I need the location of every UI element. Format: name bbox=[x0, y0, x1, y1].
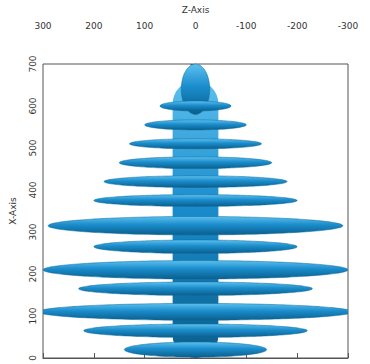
svg-text:100: 100 bbox=[136, 21, 153, 31]
svg-text:200: 200 bbox=[85, 21, 102, 31]
svg-text:200: 200 bbox=[28, 265, 38, 282]
svg-text:0: 0 bbox=[28, 355, 38, 361]
svg-text:700: 700 bbox=[28, 55, 38, 72]
svg-text:300: 300 bbox=[28, 223, 38, 240]
svg-text:X-Axis: X-Axis bbox=[8, 197, 18, 225]
svg-text:-300: -300 bbox=[338, 21, 359, 31]
svg-text:500: 500 bbox=[28, 139, 38, 156]
svg-text:0: 0 bbox=[193, 21, 199, 31]
svg-text:300: 300 bbox=[34, 21, 51, 31]
svg-text:Z-Axis: Z-Axis bbox=[182, 5, 210, 15]
svg-text:600: 600 bbox=[28, 97, 38, 114]
svg-text:400: 400 bbox=[28, 181, 38, 198]
svg-text:-200: -200 bbox=[287, 21, 308, 31]
svg-text:-100: -100 bbox=[236, 21, 257, 31]
svg-text:100: 100 bbox=[28, 307, 38, 324]
